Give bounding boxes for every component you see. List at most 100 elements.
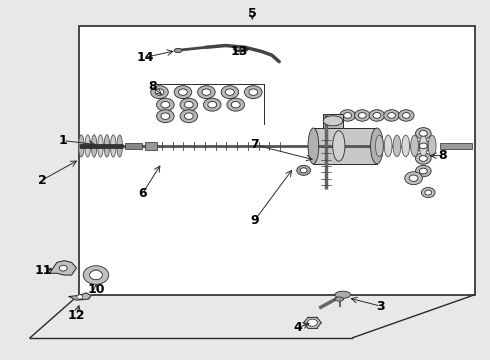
Circle shape — [83, 266, 109, 284]
Polygon shape — [313, 317, 321, 323]
Bar — [145, 141, 157, 150]
Circle shape — [245, 86, 262, 99]
Polygon shape — [308, 323, 317, 328]
Text: 6: 6 — [138, 187, 147, 200]
Circle shape — [184, 113, 193, 120]
Circle shape — [297, 165, 311, 175]
Bar — [314, 128, 377, 164]
Ellipse shape — [419, 135, 427, 157]
Text: 8: 8 — [439, 149, 447, 162]
Text: 14: 14 — [136, 51, 153, 64]
Polygon shape — [69, 293, 91, 300]
Circle shape — [388, 113, 395, 118]
Ellipse shape — [308, 128, 319, 164]
Text: 3: 3 — [376, 300, 385, 313]
Circle shape — [174, 86, 192, 99]
Bar — [79, 26, 475, 295]
Circle shape — [221, 86, 239, 99]
Circle shape — [184, 102, 193, 108]
Circle shape — [421, 188, 435, 198]
Text: 7: 7 — [250, 138, 259, 151]
Circle shape — [416, 165, 431, 177]
Circle shape — [369, 110, 385, 121]
Ellipse shape — [85, 135, 91, 157]
Ellipse shape — [333, 131, 345, 161]
Text: 4: 4 — [294, 321, 302, 334]
Polygon shape — [308, 317, 317, 323]
Circle shape — [373, 113, 381, 118]
Circle shape — [203, 98, 221, 111]
Circle shape — [231, 102, 240, 108]
Ellipse shape — [104, 135, 110, 157]
Circle shape — [249, 89, 258, 95]
Bar — [125, 143, 143, 149]
Circle shape — [180, 98, 197, 111]
Polygon shape — [49, 261, 76, 275]
Ellipse shape — [428, 135, 436, 157]
Circle shape — [161, 113, 170, 120]
Circle shape — [225, 89, 234, 95]
Ellipse shape — [375, 135, 383, 157]
Circle shape — [155, 89, 164, 95]
Circle shape — [308, 319, 318, 326]
Circle shape — [151, 86, 168, 99]
Circle shape — [208, 102, 217, 108]
Text: 5: 5 — [248, 8, 257, 21]
Circle shape — [402, 113, 410, 118]
Ellipse shape — [402, 135, 410, 157]
Ellipse shape — [335, 297, 343, 301]
Ellipse shape — [117, 135, 122, 157]
Ellipse shape — [335, 291, 350, 298]
Circle shape — [197, 86, 215, 99]
Circle shape — [354, 110, 370, 121]
Circle shape — [405, 172, 422, 185]
Text: 8: 8 — [148, 80, 156, 93]
Ellipse shape — [78, 135, 84, 157]
Polygon shape — [313, 323, 321, 328]
Circle shape — [157, 110, 174, 123]
Circle shape — [384, 110, 399, 121]
Circle shape — [59, 265, 67, 271]
Ellipse shape — [411, 135, 418, 157]
Circle shape — [409, 175, 418, 181]
Circle shape — [340, 110, 355, 121]
Circle shape — [425, 190, 432, 195]
Text: 11: 11 — [35, 264, 52, 277]
Circle shape — [77, 295, 83, 299]
Ellipse shape — [91, 135, 97, 157]
Circle shape — [180, 110, 197, 123]
Ellipse shape — [110, 135, 116, 157]
Circle shape — [416, 128, 431, 139]
Circle shape — [202, 89, 211, 95]
Ellipse shape — [384, 135, 392, 157]
Circle shape — [419, 143, 427, 149]
Ellipse shape — [174, 48, 182, 53]
Ellipse shape — [98, 135, 103, 157]
Circle shape — [300, 168, 307, 173]
Circle shape — [343, 113, 351, 118]
Ellipse shape — [323, 116, 343, 126]
Text: 2: 2 — [38, 174, 47, 186]
Polygon shape — [304, 323, 313, 328]
Circle shape — [227, 98, 245, 111]
Circle shape — [419, 156, 427, 161]
Circle shape — [416, 140, 431, 152]
Circle shape — [398, 110, 414, 121]
Circle shape — [416, 153, 431, 164]
Circle shape — [178, 89, 187, 95]
Circle shape — [157, 98, 174, 111]
Circle shape — [419, 131, 427, 136]
Bar — [323, 114, 343, 128]
Text: 10: 10 — [87, 283, 105, 296]
Text: 13: 13 — [230, 45, 248, 58]
Bar — [441, 143, 472, 149]
Circle shape — [161, 102, 170, 108]
Circle shape — [90, 270, 102, 280]
Circle shape — [419, 168, 427, 174]
Text: 9: 9 — [250, 214, 259, 227]
Ellipse shape — [370, 128, 383, 164]
Circle shape — [358, 113, 366, 118]
Text: 1: 1 — [59, 134, 68, 147]
Polygon shape — [304, 317, 313, 323]
Ellipse shape — [393, 135, 401, 157]
